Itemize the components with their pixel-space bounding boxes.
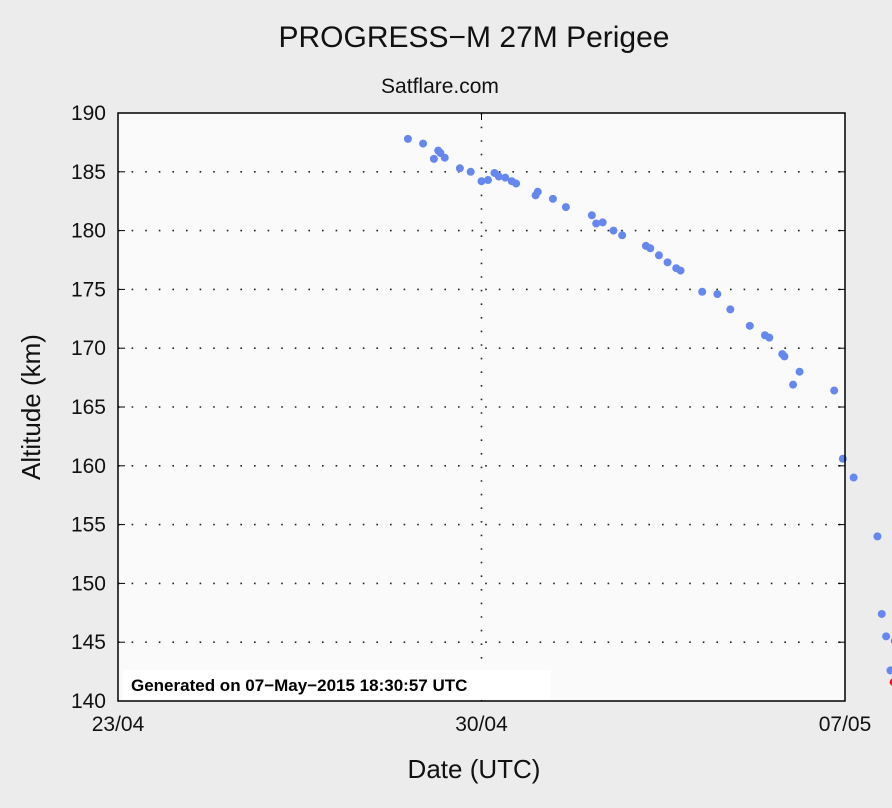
y-tick-label: 160 xyxy=(71,455,106,478)
y-axis-label: Altitude (km) xyxy=(16,334,46,480)
data-point xyxy=(483,176,492,185)
generated-note-text: Generated on 07−May−2015 18:30:57 UTC xyxy=(131,676,467,695)
y-tick-label: 175 xyxy=(71,278,106,301)
data-points xyxy=(403,134,892,686)
data-point xyxy=(663,258,672,267)
data-point xyxy=(676,266,685,275)
data-point xyxy=(440,153,449,162)
chart-title: PROGRESS−M 27M Perigee xyxy=(279,21,670,54)
data-point xyxy=(654,251,663,260)
data-point xyxy=(598,218,607,227)
data-point xyxy=(789,380,798,389)
x-tick-label: 30/04 xyxy=(455,713,508,736)
data-point xyxy=(419,139,428,148)
data-point xyxy=(455,164,464,173)
data-point xyxy=(561,203,570,212)
data-point xyxy=(548,194,557,203)
data-point xyxy=(882,632,891,641)
data-point xyxy=(494,172,503,181)
data-point xyxy=(466,167,475,176)
data-point xyxy=(587,211,596,220)
y-tick-label: 170 xyxy=(71,337,106,360)
data-point xyxy=(592,219,601,228)
data-point xyxy=(609,226,618,235)
data-point xyxy=(646,244,655,253)
y-tick-label: 165 xyxy=(71,396,106,419)
y-tick-label: 190 xyxy=(71,102,106,125)
data-point xyxy=(477,177,486,186)
y-tick-label: 140 xyxy=(71,690,106,713)
x-axis-label: Date (UTC) xyxy=(408,754,541,784)
data-point xyxy=(886,666,892,675)
latest-data-point xyxy=(889,678,892,686)
data-point xyxy=(698,287,707,296)
data-point xyxy=(618,231,627,240)
y-axis-ticks: 140 145 150 155 160 165 170 175 180 185 190 xyxy=(71,102,845,713)
data-point xyxy=(533,187,542,196)
data-point xyxy=(780,352,789,361)
x-axis-ticks: 23/04 30/04 07/05 xyxy=(92,113,872,736)
data-point xyxy=(795,367,804,376)
x-tick-label: 07/05 xyxy=(819,713,872,736)
data-point xyxy=(403,134,412,143)
y-tick-label: 180 xyxy=(71,220,106,243)
y-tick-label: 155 xyxy=(71,514,106,537)
data-point xyxy=(849,473,858,482)
data-point xyxy=(765,333,774,342)
data-point xyxy=(713,290,722,299)
data-point xyxy=(830,386,839,395)
data-point xyxy=(745,321,754,330)
data-point xyxy=(877,609,886,618)
y-tick-label: 150 xyxy=(71,572,106,595)
x-tick-label: 23/04 xyxy=(92,713,145,736)
y-tick-label: 145 xyxy=(71,631,106,654)
data-point xyxy=(501,173,510,182)
plot-frame xyxy=(117,112,846,702)
generated-note: Generated on 07−May−2015 18:30:57 UTC xyxy=(123,670,551,700)
data-point xyxy=(873,532,882,541)
grid xyxy=(118,113,845,701)
data-point xyxy=(512,179,521,188)
data-point xyxy=(429,154,438,163)
chart-subtitle: Satflare.com xyxy=(381,75,499,98)
data-point xyxy=(726,305,735,314)
generated-note-box xyxy=(123,670,551,700)
y-tick-label: 185 xyxy=(71,161,106,184)
